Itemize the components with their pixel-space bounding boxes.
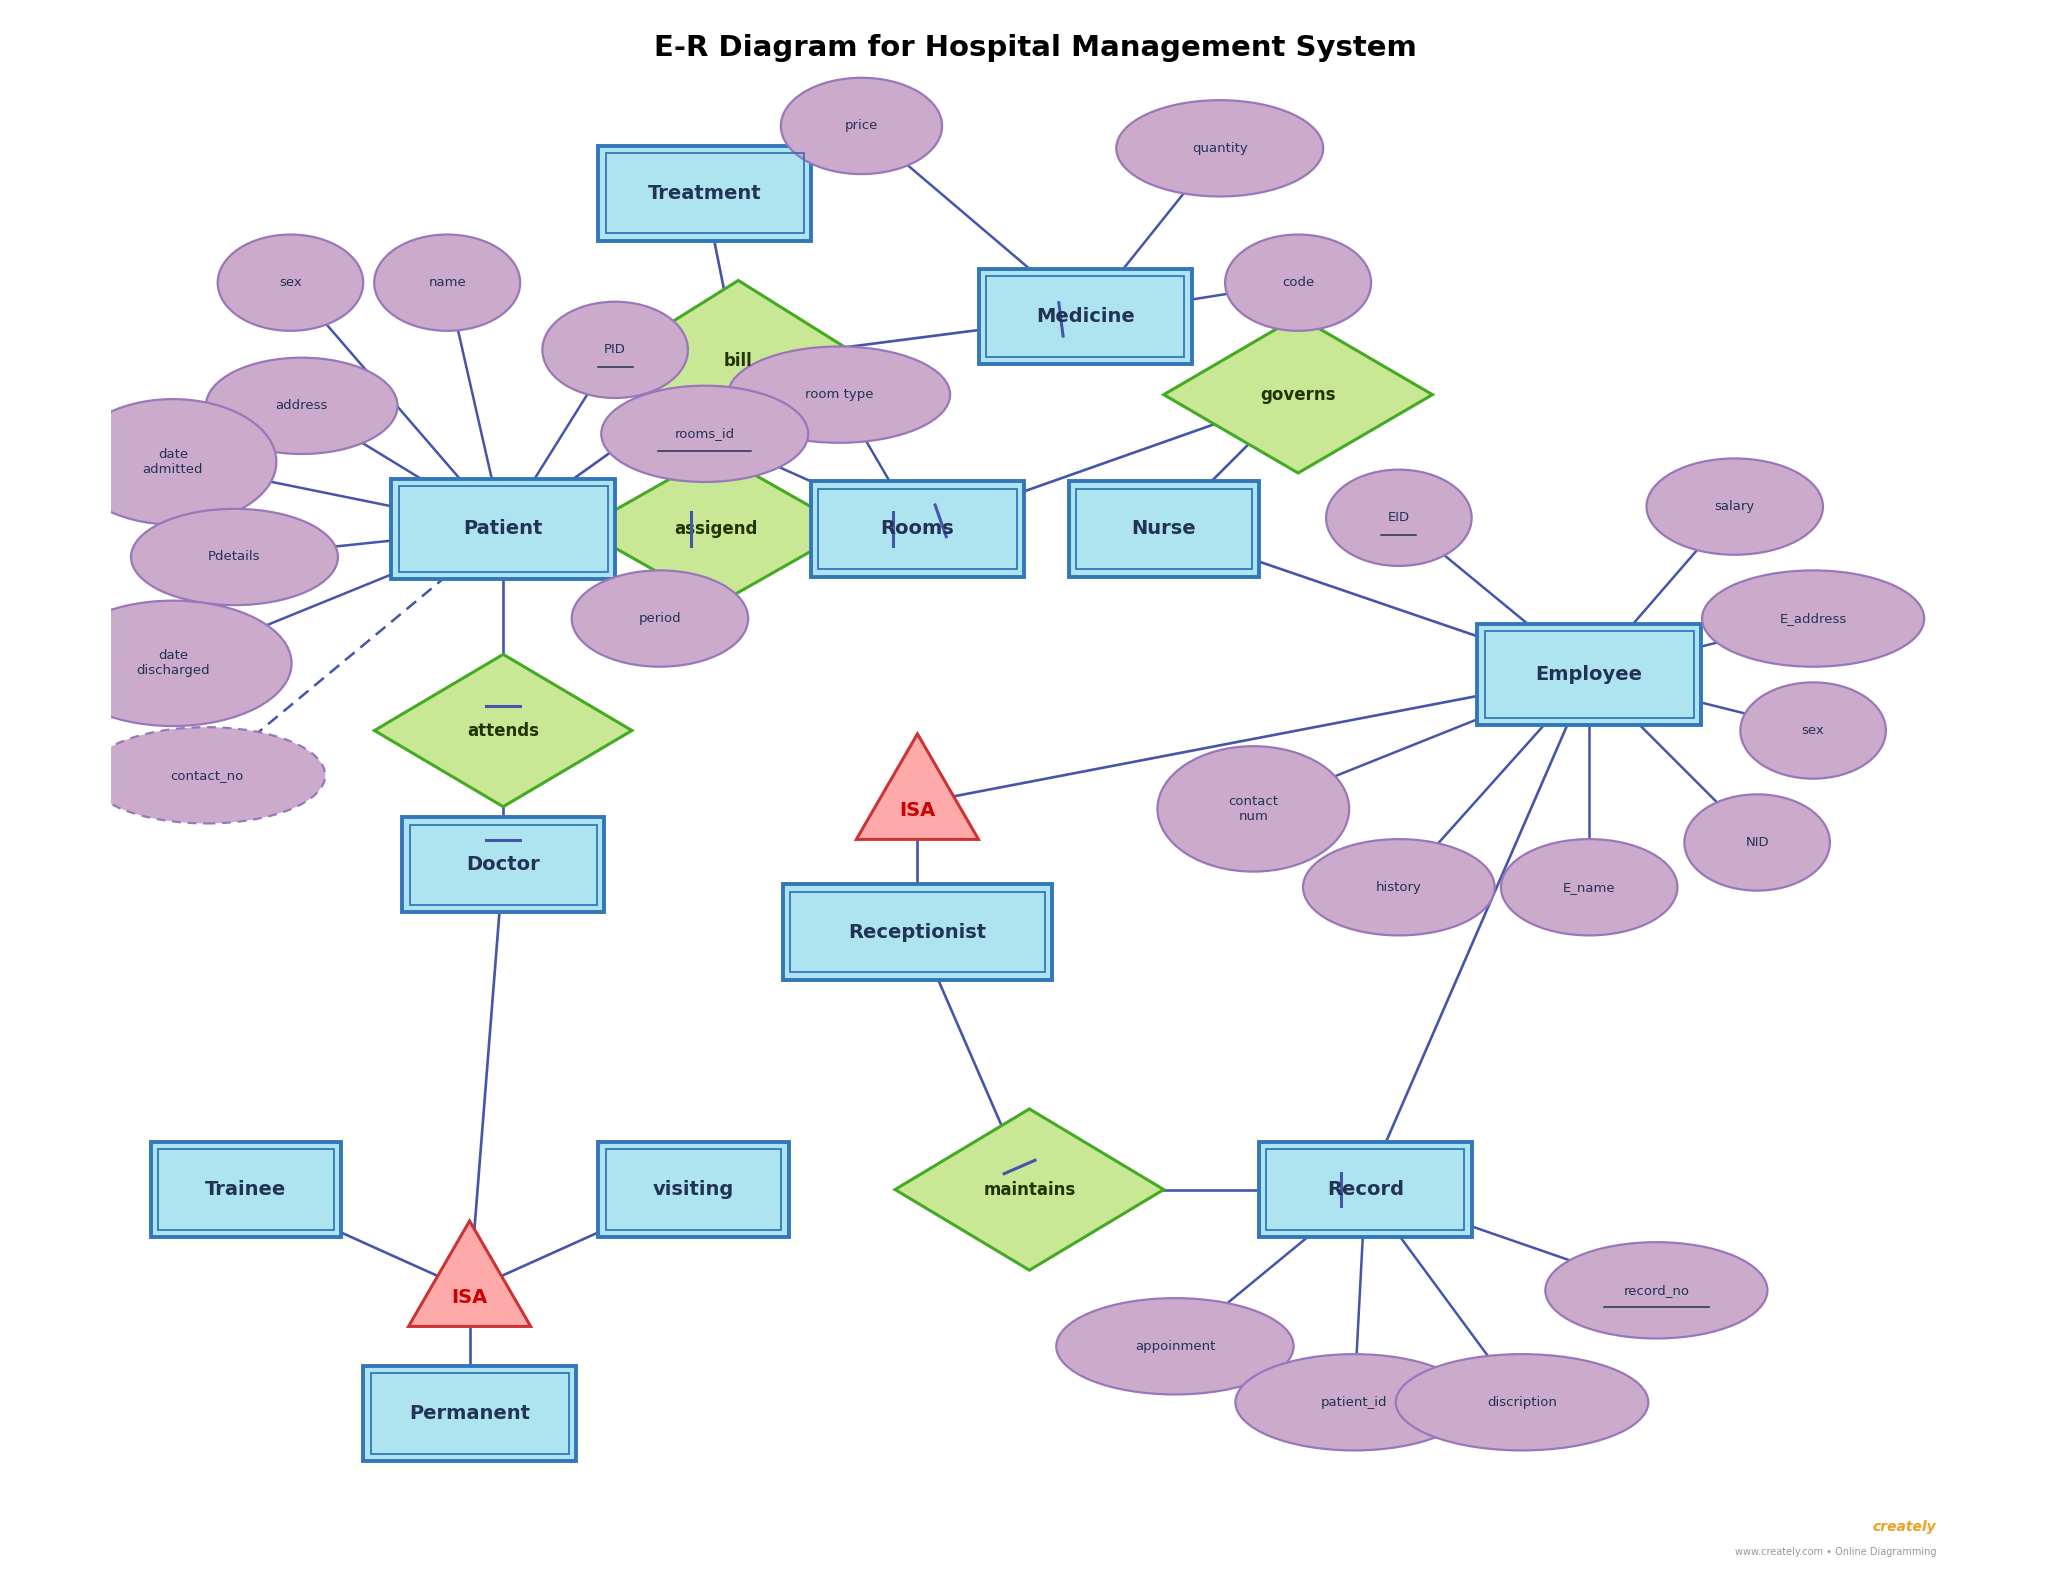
Text: governs: governs [1261, 385, 1335, 404]
Text: salary: salary [1714, 500, 1755, 513]
Text: name: name [428, 277, 466, 289]
Ellipse shape [1501, 838, 1677, 936]
Polygon shape [408, 1221, 530, 1326]
Ellipse shape [729, 346, 950, 442]
Ellipse shape [1236, 1354, 1472, 1450]
Text: E_name: E_name [1563, 881, 1615, 893]
Text: creately: creately [1873, 1521, 1935, 1534]
FancyBboxPatch shape [391, 478, 615, 579]
Text: Rooms: Rooms [880, 519, 954, 538]
Text: contact_no: contact_no [170, 769, 242, 782]
Ellipse shape [1225, 234, 1370, 330]
FancyBboxPatch shape [402, 818, 604, 912]
Ellipse shape [1157, 746, 1350, 871]
Text: NID: NID [1745, 835, 1770, 849]
Ellipse shape [1685, 794, 1830, 890]
Text: E-R Diagram for Hospital Management System: E-R Diagram for Hospital Management Syst… [654, 33, 1416, 61]
Ellipse shape [542, 302, 687, 398]
Text: history: history [1377, 881, 1422, 893]
Text: Patient: Patient [464, 519, 542, 538]
Ellipse shape [571, 571, 747, 667]
Text: assigend: assigend [675, 521, 758, 538]
Ellipse shape [1056, 1298, 1294, 1394]
Text: patient_id: patient_id [1321, 1395, 1387, 1409]
Ellipse shape [1395, 1354, 1648, 1450]
Ellipse shape [1741, 683, 1886, 779]
Ellipse shape [1702, 571, 1925, 667]
Polygon shape [1163, 316, 1432, 473]
FancyBboxPatch shape [598, 1142, 789, 1236]
Polygon shape [857, 735, 979, 840]
FancyBboxPatch shape [1478, 624, 1702, 725]
Text: Record: Record [1327, 1180, 1403, 1199]
Text: Employee: Employee [1536, 665, 1644, 684]
FancyBboxPatch shape [151, 1142, 342, 1236]
Text: price: price [845, 120, 878, 132]
FancyBboxPatch shape [362, 1365, 575, 1461]
Ellipse shape [600, 385, 807, 481]
FancyBboxPatch shape [811, 481, 1025, 577]
Text: Permanent: Permanent [410, 1405, 530, 1424]
FancyBboxPatch shape [979, 269, 1192, 363]
Text: bill: bill [724, 352, 753, 370]
Polygon shape [894, 1109, 1163, 1269]
Ellipse shape [1327, 470, 1472, 566]
Text: Treatment: Treatment [648, 184, 762, 203]
Text: Doctor: Doctor [466, 856, 540, 875]
Text: sex: sex [279, 277, 302, 289]
Ellipse shape [217, 234, 362, 330]
Text: address: address [275, 400, 327, 412]
Ellipse shape [375, 234, 520, 330]
Text: ISA: ISA [451, 1288, 489, 1307]
Polygon shape [375, 654, 631, 807]
Text: PID: PID [604, 343, 625, 357]
Ellipse shape [1116, 101, 1323, 197]
Text: date
admitted: date admitted [143, 448, 203, 475]
Text: record_no: record_no [1623, 1284, 1689, 1296]
Ellipse shape [87, 727, 325, 823]
Text: Receptionist: Receptionist [849, 922, 987, 942]
Ellipse shape [1302, 838, 1495, 936]
Text: visiting: visiting [652, 1180, 735, 1199]
Text: E_address: E_address [1780, 612, 1846, 624]
Ellipse shape [54, 601, 292, 727]
Text: maintains: maintains [983, 1181, 1076, 1199]
Text: sex: sex [1801, 724, 1824, 738]
Text: Nurse: Nurse [1132, 519, 1196, 538]
Text: appoinment: appoinment [1134, 1340, 1215, 1353]
Text: Trainee: Trainee [205, 1180, 286, 1199]
FancyBboxPatch shape [782, 884, 1052, 980]
Text: attends: attends [468, 722, 538, 739]
Text: period: period [640, 612, 681, 624]
Ellipse shape [130, 508, 337, 606]
Text: rooms_id: rooms_id [675, 428, 735, 440]
Text: contact
num: contact num [1228, 794, 1279, 823]
Ellipse shape [70, 400, 277, 524]
FancyBboxPatch shape [598, 146, 811, 241]
Text: room type: room type [805, 389, 874, 401]
Text: Medicine: Medicine [1035, 307, 1134, 326]
Polygon shape [582, 453, 851, 606]
Text: date
discharged: date discharged [137, 650, 209, 678]
Ellipse shape [1646, 458, 1824, 555]
Text: code: code [1281, 277, 1314, 289]
Ellipse shape [205, 357, 397, 455]
Polygon shape [609, 280, 867, 442]
Text: ISA: ISA [898, 801, 936, 820]
FancyBboxPatch shape [1259, 1142, 1472, 1236]
Text: EID: EID [1387, 511, 1410, 524]
Ellipse shape [1546, 1243, 1768, 1339]
Ellipse shape [780, 77, 942, 175]
Text: quantity: quantity [1192, 142, 1248, 154]
Text: www.creately.com • Online Diagramming: www.creately.com • Online Diagramming [1735, 1546, 1935, 1557]
Text: Pdetails: Pdetails [209, 551, 261, 563]
FancyBboxPatch shape [1068, 481, 1259, 577]
Text: discription: discription [1486, 1395, 1557, 1409]
